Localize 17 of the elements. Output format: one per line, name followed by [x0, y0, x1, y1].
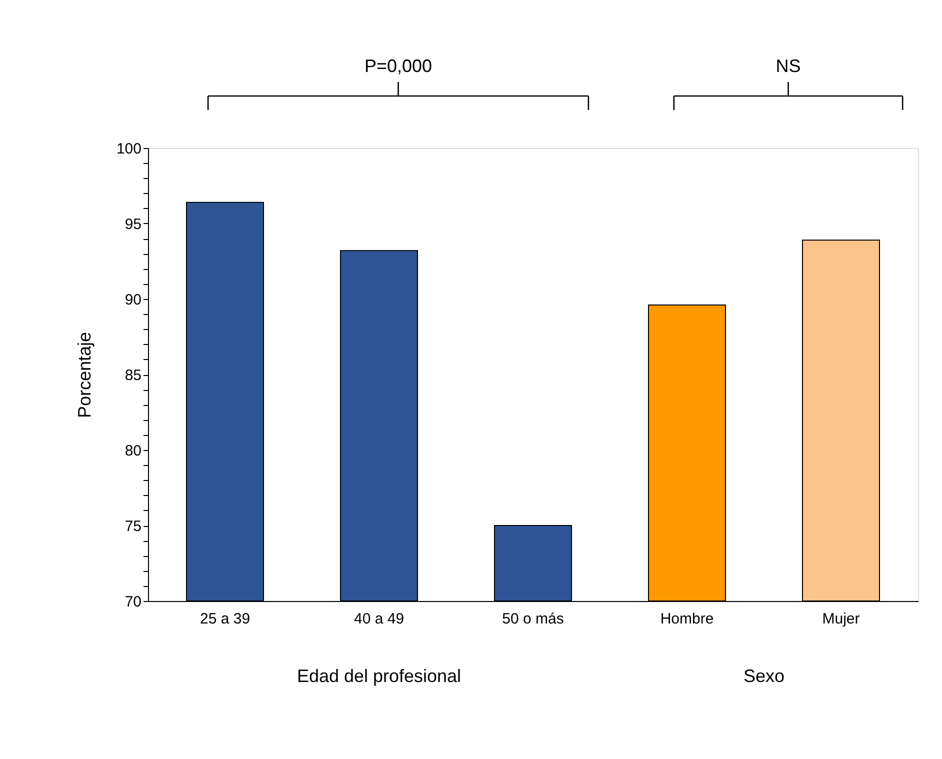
- x-tick-label: Mujer: [822, 610, 860, 628]
- y-tick-label: 80: [124, 442, 142, 460]
- text: NS: [776, 56, 801, 76]
- text: P=0,000: [364, 56, 432, 76]
- y-tick-label: 90: [124, 292, 142, 308]
- y-tick-label: 75: [124, 518, 142, 535]
- x-tick-label: 40 a 49: [354, 610, 404, 628]
- x-tick-label: 25 a 39: [200, 610, 250, 628]
- y-tick-label: 100: [116, 140, 142, 158]
- y-tick-label: 70: [124, 594, 142, 610]
- y-tick-label: 95: [124, 216, 142, 233]
- y-tick-label: 85: [124, 367, 142, 384]
- x-tick-label: 50 o más: [502, 610, 564, 628]
- text: Edad del profesional: [296, 666, 462, 686]
- x-tick-label: Hombre: [660, 610, 714, 628]
- y-axis-title: Porcentaje: [74, 332, 94, 418]
- text: Sexo: [743, 666, 785, 686]
